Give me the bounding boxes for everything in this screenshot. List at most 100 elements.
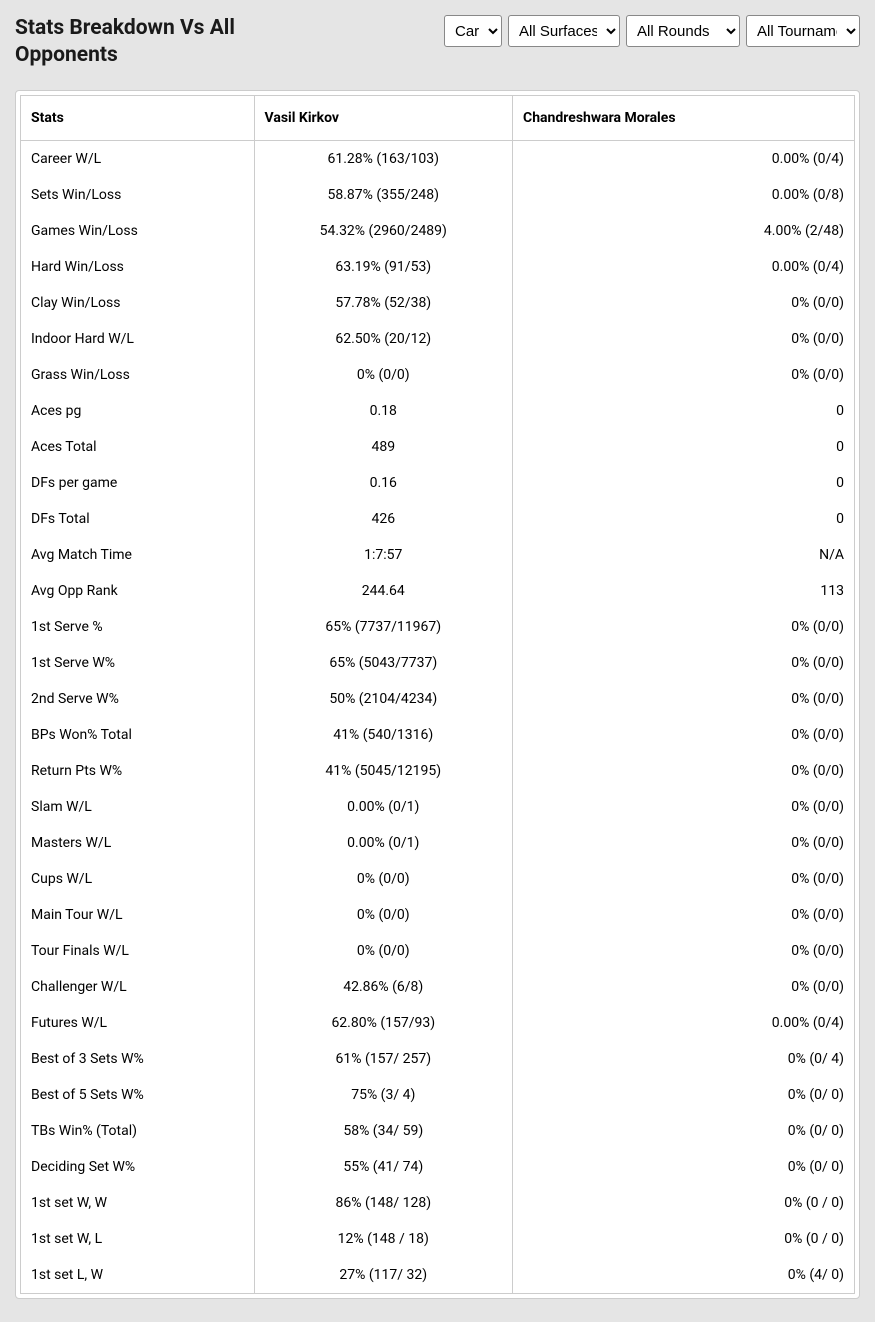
- stat-label: 1st Serve %: [21, 609, 255, 645]
- rounds-select[interactable]: All Rounds: [626, 15, 740, 47]
- table-row: Tour Finals W/L0% (0/0)0% (0/0): [21, 933, 855, 969]
- stat-label: 1st set W, W: [21, 1185, 255, 1221]
- stat-label: Avg Match Time: [21, 537, 255, 573]
- table-row: Clay Win/Loss57.78% (52/38)0% (0/0): [21, 285, 855, 321]
- player1-value: 0% (0/0): [254, 933, 513, 969]
- table-row: DFs Total4260: [21, 501, 855, 537]
- player1-value: 62.80% (157/93): [254, 1005, 513, 1041]
- table-header-row: Stats Vasil Kirkov Chandreshwara Morales: [21, 95, 855, 140]
- player2-value: 0% (0/0): [513, 753, 855, 789]
- player2-value: 0.00% (0/4): [513, 249, 855, 285]
- stat-label: 1st set W, L: [21, 1221, 255, 1257]
- table-row: 1st set L, W27% (117/ 32)0% (4/ 0): [21, 1257, 855, 1294]
- surface-select[interactable]: All Surfaces: [508, 15, 620, 47]
- player1-value: 65% (7737/11967): [254, 609, 513, 645]
- player2-value: 0% (0 / 0): [513, 1185, 855, 1221]
- player2-value: 4.00% (2/48): [513, 213, 855, 249]
- table-row: 1st Serve W%65% (5043/7737)0% (0/0): [21, 645, 855, 681]
- table-row: Cups W/L0% (0/0)0% (0/0): [21, 861, 855, 897]
- player1-value: 426: [254, 501, 513, 537]
- filters-group: Career All Surfaces All Rounds All Tourn…: [444, 15, 860, 47]
- player1-value: 489: [254, 429, 513, 465]
- stat-label: Best of 5 Sets W%: [21, 1077, 255, 1113]
- player2-value: 0: [513, 501, 855, 537]
- player2-value: 0% (0/ 4): [513, 1041, 855, 1077]
- player2-value: 0% (0/0): [513, 321, 855, 357]
- player1-value: 0.16: [254, 465, 513, 501]
- player2-value: N/A: [513, 537, 855, 573]
- table-row: Best of 5 Sets W%75% (3/ 4)0% (0/ 0): [21, 1077, 855, 1113]
- player2-value: 0% (4/ 0): [513, 1257, 855, 1294]
- player1-value: 12% (148 / 18): [254, 1221, 513, 1257]
- table-row: Indoor Hard W/L62.50% (20/12)0% (0/0): [21, 321, 855, 357]
- player1-value: 55% (41/ 74): [254, 1149, 513, 1185]
- stat-label: Main Tour W/L: [21, 897, 255, 933]
- player1-value: 0% (0/0): [254, 897, 513, 933]
- table-row: Games Win/Loss54.32% (2960/2489)4.00% (2…: [21, 213, 855, 249]
- table-row: Futures W/L62.80% (157/93)0.00% (0/4): [21, 1005, 855, 1041]
- stat-label: DFs per game: [21, 465, 255, 501]
- table-row: Masters W/L0.00% (0/1)0% (0/0): [21, 825, 855, 861]
- player1-value: 0.00% (0/1): [254, 789, 513, 825]
- column-header-player1: Vasil Kirkov: [254, 95, 513, 140]
- player1-value: 54.32% (2960/2489): [254, 213, 513, 249]
- table-row: 1st set W, L12% (148 / 18)0% (0 / 0): [21, 1221, 855, 1257]
- player2-value: 0.00% (0/4): [513, 1005, 855, 1041]
- page-title: Stats Breakdown Vs All Opponents: [15, 15, 315, 70]
- player2-value: 0% (0/0): [513, 861, 855, 897]
- stats-table: Stats Vasil Kirkov Chandreshwara Morales…: [20, 95, 855, 1294]
- player2-value: 0% (0/ 0): [513, 1149, 855, 1185]
- table-row: Sets Win/Loss58.87% (355/248)0.00% (0/8): [21, 177, 855, 213]
- stat-label: Aces Total: [21, 429, 255, 465]
- table-row: Aces Total4890: [21, 429, 855, 465]
- stat-label: Clay Win/Loss: [21, 285, 255, 321]
- stat-label: Cups W/L: [21, 861, 255, 897]
- player1-value: 0% (0/0): [254, 861, 513, 897]
- player2-value: 0% (0/0): [513, 969, 855, 1005]
- player2-value: 0% (0/0): [513, 645, 855, 681]
- table-row: Avg Opp Rank244.64113: [21, 573, 855, 609]
- stat-label: Sets Win/Loss: [21, 177, 255, 213]
- table-row: Best of 3 Sets W%61% (157/ 257)0% (0/ 4): [21, 1041, 855, 1077]
- player2-value: 0% (0/0): [513, 357, 855, 393]
- stat-label: Slam W/L: [21, 789, 255, 825]
- player1-value: 1:7:57: [254, 537, 513, 573]
- column-header-stats: Stats: [21, 95, 255, 140]
- player2-value: 0% (0/0): [513, 285, 855, 321]
- player1-value: 63.19% (91/53): [254, 249, 513, 285]
- tournaments-select[interactable]: All Tournaments: [746, 15, 860, 47]
- player1-value: 61% (157/ 257): [254, 1041, 513, 1077]
- table-row: Aces pg0.180: [21, 393, 855, 429]
- player2-value: 0% (0/ 0): [513, 1077, 855, 1113]
- player1-value: 244.64: [254, 573, 513, 609]
- stat-label: Indoor Hard W/L: [21, 321, 255, 357]
- period-select[interactable]: Career: [444, 15, 502, 47]
- table-row: Avg Match Time1:7:57N/A: [21, 537, 855, 573]
- stat-label: 1st Serve W%: [21, 645, 255, 681]
- player1-value: 58% (34/ 59): [254, 1113, 513, 1149]
- stat-label: DFs Total: [21, 501, 255, 537]
- player1-value: 58.87% (355/248): [254, 177, 513, 213]
- stat-label: 1st set L, W: [21, 1257, 255, 1294]
- stat-label: Tour Finals W/L: [21, 933, 255, 969]
- column-header-player2: Chandreshwara Morales: [513, 95, 855, 140]
- table-row: 1st Serve %65% (7737/11967)0% (0/0): [21, 609, 855, 645]
- stat-label: 2nd Serve W%: [21, 681, 255, 717]
- stat-label: TBs Win% (Total): [21, 1113, 255, 1149]
- table-row: Grass Win/Loss0% (0/0)0% (0/0): [21, 357, 855, 393]
- table-row: BPs Won% Total41% (540/1316)0% (0/0): [21, 717, 855, 753]
- stat-label: Career W/L: [21, 140, 255, 177]
- player2-value: 0% (0/0): [513, 717, 855, 753]
- player2-value: 0: [513, 465, 855, 501]
- stat-label: Games Win/Loss: [21, 213, 255, 249]
- stat-label: Futures W/L: [21, 1005, 255, 1041]
- player2-value: 0% (0/0): [513, 789, 855, 825]
- table-row: Career W/L61.28% (163/103)0.00% (0/4): [21, 140, 855, 177]
- player2-value: 0% (0/ 0): [513, 1113, 855, 1149]
- player2-value: 113: [513, 573, 855, 609]
- player2-value: 0% (0/0): [513, 609, 855, 645]
- stat-label: Challenger W/L: [21, 969, 255, 1005]
- stat-label: Aces pg: [21, 393, 255, 429]
- table-row: 1st set W, W86% (148/ 128)0% (0 / 0): [21, 1185, 855, 1221]
- player1-value: 61.28% (163/103): [254, 140, 513, 177]
